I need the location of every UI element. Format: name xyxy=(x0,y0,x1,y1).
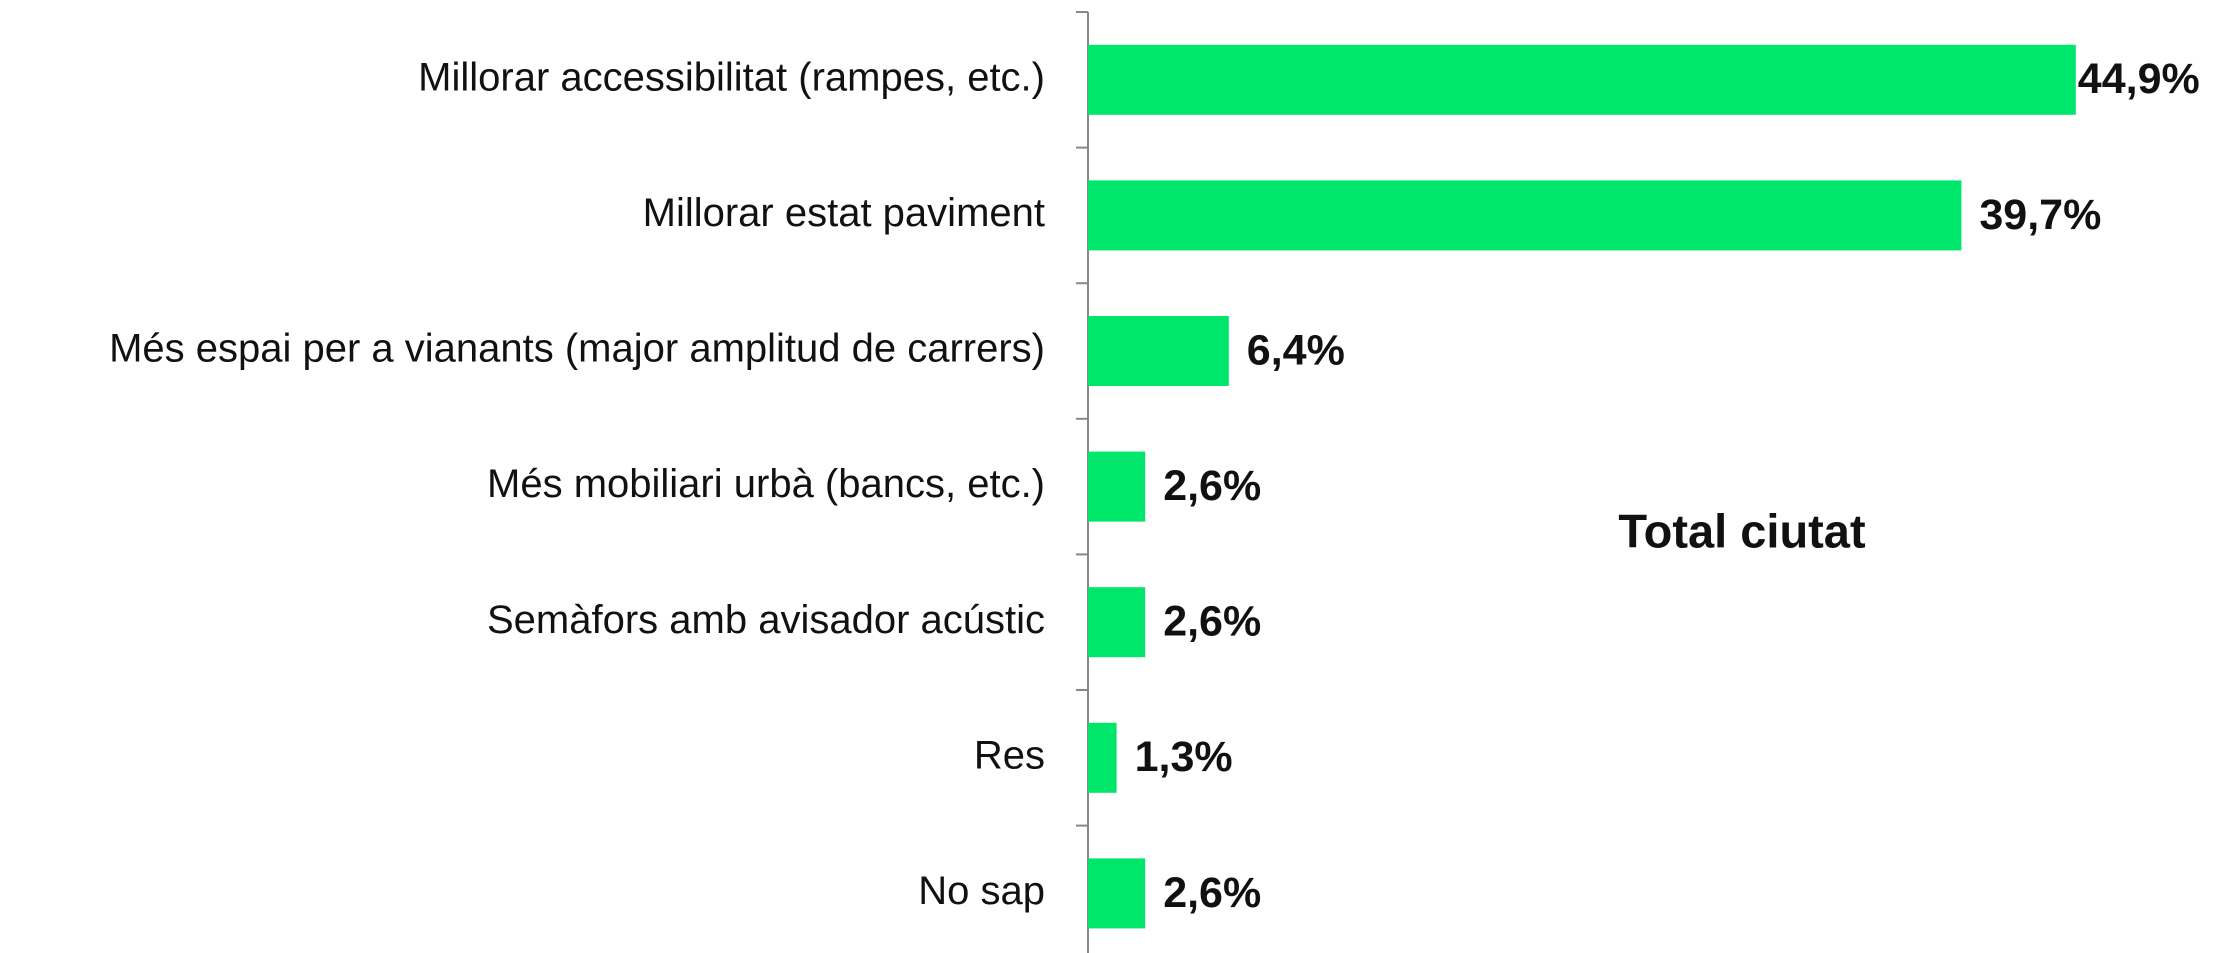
category-label: Semàfors amb avisador acústic xyxy=(487,598,1045,642)
value-label: 2,6% xyxy=(1163,598,1261,646)
bar xyxy=(1088,180,1962,251)
chart-title: Total ciutat xyxy=(1618,504,1866,557)
bar xyxy=(1088,858,1146,929)
value-label: 2,6% xyxy=(1163,869,1261,917)
category-label: No sap xyxy=(918,869,1045,913)
category-label: Res xyxy=(974,733,1045,777)
category-label: Millorar accessibilitat (rampes, etc.) xyxy=(418,55,1045,99)
value-label: 44,9% xyxy=(2078,55,2200,103)
category-label: Millorar estat paviment xyxy=(643,191,1045,235)
value-label: 2,6% xyxy=(1163,462,1261,510)
value-label: 6,4% xyxy=(1247,326,1345,374)
bar xyxy=(1088,451,1146,522)
bar xyxy=(1088,316,1229,386)
bar xyxy=(1088,44,2076,115)
category-label: Més espai per a vianants (major amplitud… xyxy=(109,327,1045,371)
value-label: 1,3% xyxy=(1135,733,1233,781)
bar xyxy=(1088,722,1117,793)
value-label: 39,7% xyxy=(1979,191,2101,239)
category-label: Més mobiliari urbà (bancs, etc.) xyxy=(487,462,1045,506)
bar xyxy=(1088,587,1146,658)
